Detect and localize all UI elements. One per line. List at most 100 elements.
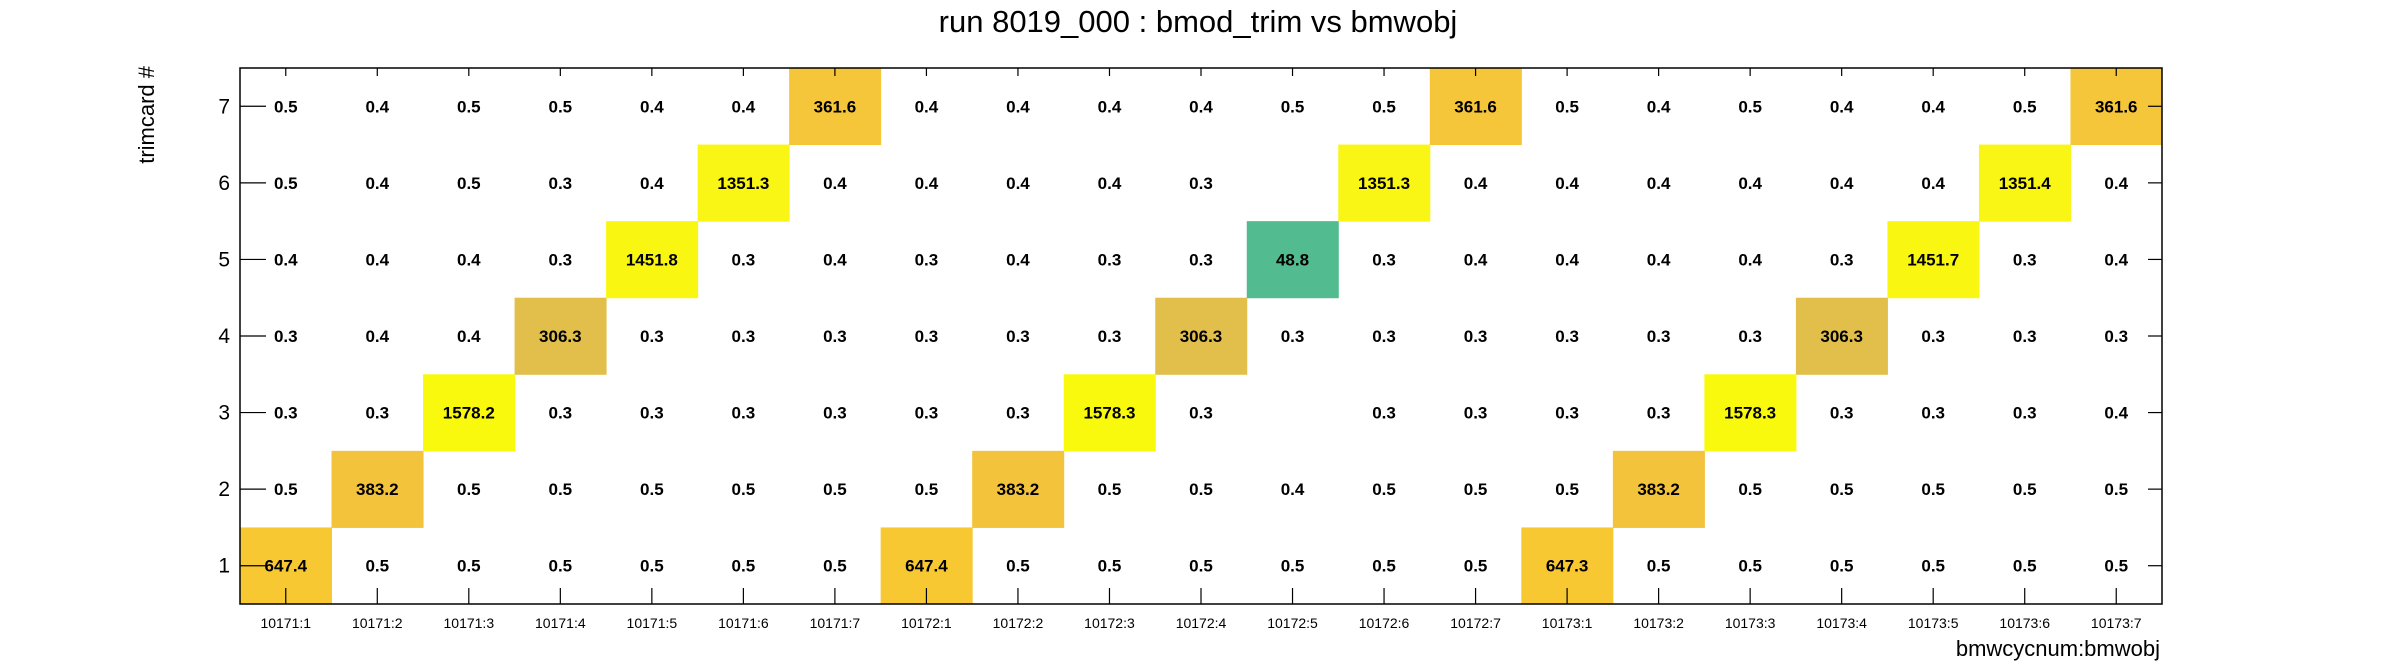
cell-value-label: 0.3 bbox=[1189, 250, 1213, 269]
cell-value-label: 0.3 bbox=[1555, 404, 1579, 423]
cell-value-label: 0.5 bbox=[274, 97, 298, 116]
heatmap-cell bbox=[1246, 221, 1339, 299]
x-tick-label: 10173:5 bbox=[1908, 615, 1959, 631]
y-tick-label: 7 bbox=[218, 95, 230, 118]
cell-value-label: 0.5 bbox=[2013, 557, 2037, 576]
cell-value-label: 0.3 bbox=[1647, 327, 1671, 346]
cell-value-label: 0.3 bbox=[1006, 404, 1030, 423]
cell-value-label: 0.4 bbox=[640, 97, 664, 116]
cell-value-label: 0.3 bbox=[1921, 404, 1945, 423]
x-tick-label: 10173:4 bbox=[1816, 615, 1867, 631]
cell-value-label: 0.5 bbox=[2104, 557, 2128, 576]
cell-value-label: 0.5 bbox=[2104, 480, 2128, 499]
x-tick-label: 10173:2 bbox=[1633, 615, 1684, 631]
cell-value-label: 0.4 bbox=[1921, 174, 1945, 193]
y-axis-ticks: 1 2 3 4 5 6 7 bbox=[218, 95, 2162, 578]
cell-value-label: 0.3 bbox=[640, 404, 664, 423]
cell-value-label: 0.5 bbox=[1098, 557, 1122, 576]
cell-value-label: 647.4 bbox=[264, 557, 307, 576]
x-tick-label: 10171:2 bbox=[352, 615, 403, 631]
y-tick-label: 2 bbox=[218, 478, 230, 501]
y-tick-label: 5 bbox=[218, 248, 230, 271]
cell-value-label: 0.4 bbox=[823, 174, 847, 193]
cell-value-label: 0.4 bbox=[1647, 174, 1671, 193]
cell-value-label: 647.3 bbox=[1546, 557, 1589, 576]
y-tick-label: 4 bbox=[218, 325, 230, 348]
cell-value-label: 0.5 bbox=[1006, 557, 1030, 576]
cell-value-label: 0.3 bbox=[1555, 327, 1579, 346]
cell-value-label: 0.4 bbox=[365, 174, 389, 193]
cell-value-label: 0.5 bbox=[2013, 480, 2037, 499]
cell-value-label: 0.5 bbox=[732, 557, 756, 576]
cell-value-label: 0.4 bbox=[365, 327, 389, 346]
y-tick-label: 1 bbox=[218, 555, 230, 578]
cell-value-label: 0.3 bbox=[1189, 174, 1213, 193]
cell-value-label: 0.3 bbox=[1098, 327, 1122, 346]
x-tick-label: 10172:7 bbox=[1450, 615, 1501, 631]
heatmap-cell bbox=[789, 68, 882, 146]
heatmap-cells bbox=[240, 68, 2163, 605]
cell-value-label: 383.2 bbox=[1637, 480, 1680, 499]
cell-value-label: 0.4 bbox=[915, 174, 939, 193]
cell-value-label: 0.5 bbox=[274, 480, 298, 499]
cell-value-label: 0.3 bbox=[1464, 327, 1488, 346]
heatmap-cell bbox=[2070, 68, 2163, 146]
heatmap-cell bbox=[1795, 297, 1888, 375]
cell-value-label: 0.5 bbox=[1830, 480, 1854, 499]
cell-value-label: 0.5 bbox=[457, 557, 481, 576]
cell-value-label: 0.5 bbox=[365, 557, 389, 576]
cell-value-label: 0.4 bbox=[732, 97, 756, 116]
cell-value-label: 306.3 bbox=[1180, 327, 1223, 346]
cell-value-label: 0.3 bbox=[1372, 250, 1396, 269]
cell-value-label: 0.5 bbox=[1189, 480, 1213, 499]
cell-value-label: 361.6 bbox=[814, 97, 857, 116]
cell-value-label: 0.4 bbox=[1464, 174, 1488, 193]
heatmap-cell bbox=[1978, 144, 2071, 222]
cell-value-label: 1578.3 bbox=[1724, 404, 1776, 423]
cell-value-label: 1351.3 bbox=[717, 174, 769, 193]
cell-value-label: 0.4 bbox=[365, 97, 389, 116]
cell-value-label: 0.3 bbox=[2104, 327, 2128, 346]
cell-value-label: 0.4 bbox=[823, 250, 847, 269]
cell-value-label: 0.5 bbox=[1738, 97, 1762, 116]
cell-value-label: 0.5 bbox=[1738, 557, 1762, 576]
cell-value-label: 0.3 bbox=[915, 327, 939, 346]
heatmap-cell bbox=[972, 450, 1065, 528]
heatmap-cell bbox=[1887, 221, 1980, 299]
cell-value-label: 0.3 bbox=[1464, 404, 1488, 423]
cell-value-label: 0.3 bbox=[1830, 404, 1854, 423]
cell-value-label: 0.5 bbox=[1464, 557, 1488, 576]
x-tick-label: 10172:6 bbox=[1359, 615, 1410, 631]
cell-value-label: 0.4 bbox=[1555, 250, 1579, 269]
x-tick-label: 10172:4 bbox=[1176, 615, 1227, 631]
cell-value-label: 1451.8 bbox=[626, 250, 678, 269]
cell-value-label: 0.3 bbox=[274, 404, 298, 423]
cell-value-label: 0.3 bbox=[1098, 250, 1122, 269]
cell-value-label: 383.2 bbox=[356, 480, 399, 499]
x-tick-label: 10173:1 bbox=[1542, 615, 1593, 631]
cell-value-label: 0.5 bbox=[1372, 557, 1396, 576]
cell-value-label: 0.5 bbox=[1830, 557, 1854, 576]
cell-value-label: 0.3 bbox=[2013, 404, 2037, 423]
cell-value-label: 0.5 bbox=[823, 557, 847, 576]
cell-value-label: 0.3 bbox=[915, 404, 939, 423]
cell-value-label: 0.3 bbox=[732, 250, 756, 269]
cell-value-label: 0.4 bbox=[1647, 97, 1671, 116]
cell-value-label: 0.3 bbox=[915, 250, 939, 269]
y-tick-label: 3 bbox=[218, 402, 230, 425]
cell-value-label: 0.5 bbox=[640, 557, 664, 576]
cell-value-label: 0.4 bbox=[1006, 97, 1030, 116]
cell-value-label: 0.5 bbox=[457, 480, 481, 499]
cell-value-label: 306.3 bbox=[1820, 327, 1863, 346]
cell-value-label: 0.4 bbox=[1555, 174, 1579, 193]
cell-value-label: 0.4 bbox=[640, 174, 664, 193]
y-axis-title: trimcard # bbox=[134, 65, 159, 164]
cell-value-label: 0.4 bbox=[1006, 250, 1030, 269]
cell-value-label: 0.4 bbox=[274, 250, 298, 269]
heatmap-cell bbox=[1704, 374, 1797, 452]
cell-value-label: 0.4 bbox=[1006, 174, 1030, 193]
cell-value-label: 0.3 bbox=[823, 404, 847, 423]
cell-value-label: 0.5 bbox=[1555, 97, 1579, 116]
cell-value-label: 0.4 bbox=[457, 327, 481, 346]
